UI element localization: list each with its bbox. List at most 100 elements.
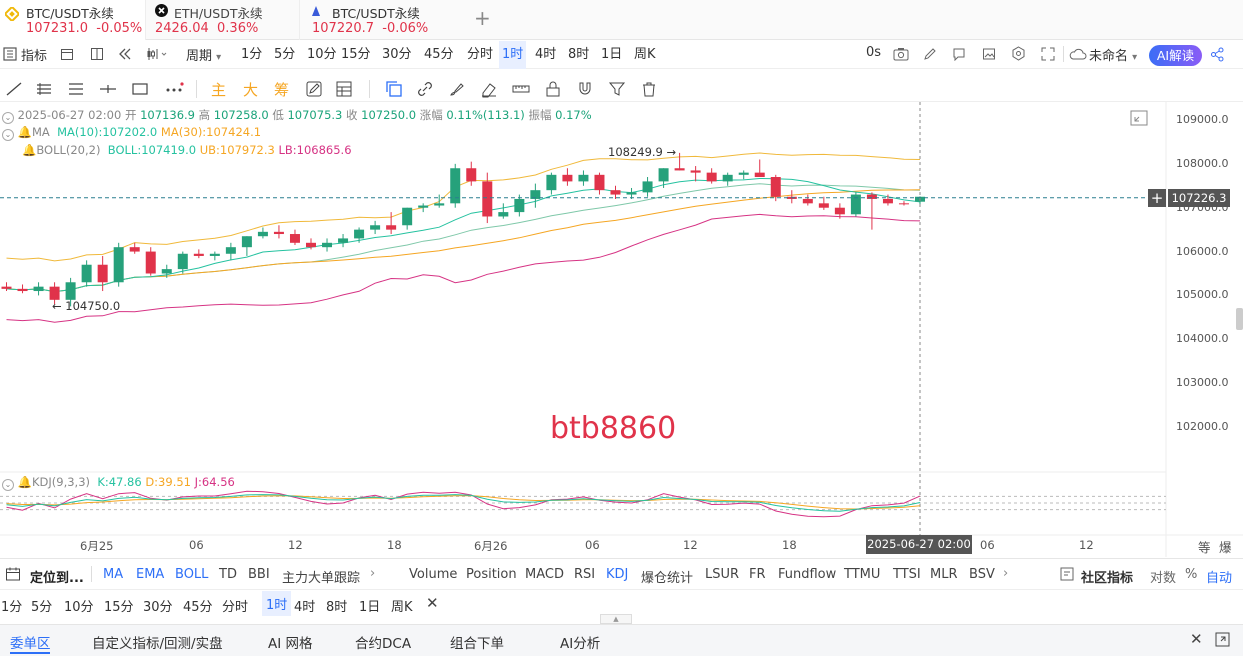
indicator-ttsi[interactable]: TTSI bbox=[893, 567, 921, 582]
bottom-tab-1[interactable]: 自定义指标/回测/实盘 bbox=[92, 636, 223, 652]
interval-bar-item-9[interactable]: 8时 bbox=[326, 600, 348, 615]
community-indicators-button[interactable]: 社区指标 bbox=[1081, 571, 1134, 586]
indicator-bsv[interactable]: BSV bbox=[969, 567, 995, 582]
layout-icon[interactable] bbox=[90, 47, 104, 61]
chevron-right-icon[interactable]: › bbox=[1003, 566, 1009, 581]
eraser-icon[interactable] bbox=[479, 79, 499, 99]
indicator-ma[interactable]: MA bbox=[103, 567, 124, 582]
indicator-rsi[interactable]: RSI bbox=[574, 567, 596, 582]
bottom-tab-5[interactable]: AI分析 bbox=[560, 636, 601, 652]
interval-bar-item-10[interactable]: 1日 bbox=[359, 600, 381, 615]
calendar-icon[interactable] bbox=[5, 566, 21, 582]
layout-name-dropdown[interactable]: 未命名 ▾ bbox=[1089, 49, 1138, 64]
interval-bar-item-4[interactable]: 30分 bbox=[143, 600, 173, 615]
parallel-lines-icon[interactable] bbox=[34, 79, 54, 99]
bell-icon[interactable]: 🔔 bbox=[17, 475, 32, 489]
interval-bar-item-7[interactable]: 1时 bbox=[262, 591, 292, 616]
brush-icon[interactable] bbox=[447, 79, 467, 99]
interval-bar-item-8[interactable]: 4时 bbox=[294, 600, 316, 615]
link-icon[interactable] bbox=[415, 79, 435, 99]
indicator-爆仓统计[interactable]: 爆仓统计 bbox=[641, 571, 694, 586]
bottom-tab-4[interactable]: 组合下单 bbox=[450, 636, 504, 652]
fib-lines-icon[interactable] bbox=[66, 79, 86, 99]
image-icon[interactable] bbox=[982, 47, 996, 61]
bell-icon[interactable]: 🔔 bbox=[22, 143, 37, 157]
tab-btc-binance[interactable]: BTC/USDT永续 107231.0 -0.05% bbox=[0, 0, 146, 40]
comment-icon[interactable] bbox=[952, 47, 966, 61]
interval-bar-item-0[interactable]: 1分 bbox=[1, 600, 23, 615]
table-icon[interactable] bbox=[334, 79, 354, 99]
calendar-icon[interactable] bbox=[60, 47, 74, 61]
indicator-ttmu[interactable]: TTMU bbox=[844, 567, 881, 582]
pencil-icon[interactable] bbox=[923, 47, 937, 61]
more-tools-icon[interactable] bbox=[164, 79, 184, 99]
share-icon[interactable] bbox=[1210, 47, 1225, 62]
indicator-mlr[interactable]: MLR bbox=[930, 567, 958, 582]
expand-icon[interactable]: ⌄ bbox=[2, 479, 14, 491]
indicator-lsur[interactable]: LSUR bbox=[705, 567, 740, 582]
indicator-td[interactable]: TD bbox=[219, 567, 237, 582]
settings-icon[interactable] bbox=[1011, 46, 1026, 61]
interval-5[interactable]: 45分 bbox=[424, 47, 454, 62]
interval-bar-item-1[interactable]: 5分 bbox=[31, 600, 53, 615]
period-dropdown[interactable]: 周期 ▾ bbox=[186, 49, 222, 64]
bottom-tab-0[interactable]: 委单区 bbox=[10, 636, 51, 652]
interval-3[interactable]: 15分 bbox=[341, 47, 371, 62]
candle-type-icon[interactable] bbox=[146, 46, 168, 62]
bottom-tab-2[interactable]: AI 网格 bbox=[268, 636, 313, 652]
lock-icon[interactable] bbox=[543, 79, 563, 99]
locate-button[interactable]: 定位到... bbox=[30, 571, 84, 586]
indicator-kdj[interactable]: KDJ bbox=[606, 567, 629, 582]
auto-scale-toggle[interactable]: 自动 bbox=[1206, 571, 1233, 586]
ai-interpret-button[interactable]: AI解读 bbox=[1149, 45, 1202, 66]
axis-explode-button[interactable]: 爆 bbox=[1219, 540, 1232, 555]
main-chart-toggle[interactable]: 主 bbox=[211, 81, 227, 99]
copy-icon[interactable] bbox=[384, 79, 404, 99]
camera-icon[interactable] bbox=[893, 47, 909, 61]
indicator-fr[interactable]: FR bbox=[749, 567, 766, 582]
interval-8[interactable]: 4时 bbox=[535, 47, 557, 62]
collapse-handle-icon[interactable]: ▲ bbox=[600, 614, 632, 624]
indicator-icon[interactable] bbox=[3, 47, 17, 61]
close-icon[interactable]: ✕ bbox=[426, 594, 439, 612]
trash-icon[interactable] bbox=[639, 79, 659, 99]
interval-11[interactable]: 周K bbox=[634, 47, 656, 62]
crosshair-plus-icon[interactable]: + bbox=[1148, 189, 1166, 207]
interval-6[interactable]: 分时 bbox=[467, 47, 494, 62]
rewind-icon[interactable] bbox=[118, 47, 132, 61]
indicator-bbi[interactable]: BBI bbox=[248, 567, 270, 582]
interval-bar-item-6[interactable]: 分时 bbox=[222, 600, 249, 615]
interval-1[interactable]: 5分 bbox=[274, 47, 296, 62]
percent-scale-toggle[interactable]: % bbox=[1185, 567, 1198, 582]
interval-2[interactable]: 10分 bbox=[307, 47, 337, 62]
indicator-主力大单跟踪[interactable]: 主力大单跟踪 bbox=[282, 571, 361, 586]
interval-0[interactable]: 1分 bbox=[241, 47, 263, 62]
popout-icon[interactable] bbox=[1215, 632, 1230, 647]
interval-bar-item-3[interactable]: 15分 bbox=[104, 600, 134, 615]
candlestick-chart[interactable] bbox=[0, 102, 1243, 557]
chevron-right-icon[interactable]: › bbox=[370, 566, 376, 581]
interval-10[interactable]: 1日 bbox=[601, 47, 623, 62]
indicator-volume[interactable]: Volume bbox=[409, 567, 458, 582]
magnet-icon[interactable] bbox=[575, 79, 595, 99]
interval-bar-item-5[interactable]: 45分 bbox=[183, 600, 213, 615]
indicator-fundflow[interactable]: Fundflow bbox=[778, 567, 837, 582]
trendline-icon[interactable] bbox=[4, 79, 24, 99]
indicator-ema[interactable]: EMA bbox=[136, 567, 165, 582]
indicator-boll[interactable]: BOLL bbox=[175, 567, 209, 582]
community-icon[interactable] bbox=[1060, 567, 1074, 581]
axis-equal-button[interactable]: 等 bbox=[1198, 540, 1211, 555]
tab-btc-other[interactable]: BTC/USDT永续 107220.7 -0.06% bbox=[302, 0, 452, 40]
expand-icon[interactable]: ⌄ bbox=[2, 112, 14, 124]
log-scale-toggle[interactable]: 对数 bbox=[1150, 571, 1177, 586]
expand-icon[interactable]: ⌄ bbox=[2, 129, 14, 141]
add-tab-plus-icon[interactable]: + bbox=[474, 6, 491, 30]
indicator-position[interactable]: Position bbox=[466, 567, 517, 582]
scroll-handle[interactable] bbox=[1236, 308, 1243, 330]
cloud-icon[interactable] bbox=[1069, 48, 1087, 60]
indicators-button[interactable]: 指标 bbox=[21, 49, 48, 64]
interval-7[interactable]: 1时 bbox=[499, 41, 527, 69]
indicator-macd[interactable]: MACD bbox=[525, 567, 564, 582]
interval-bar-item-11[interactable]: 周K bbox=[391, 600, 413, 615]
edit-icon[interactable] bbox=[304, 79, 324, 99]
